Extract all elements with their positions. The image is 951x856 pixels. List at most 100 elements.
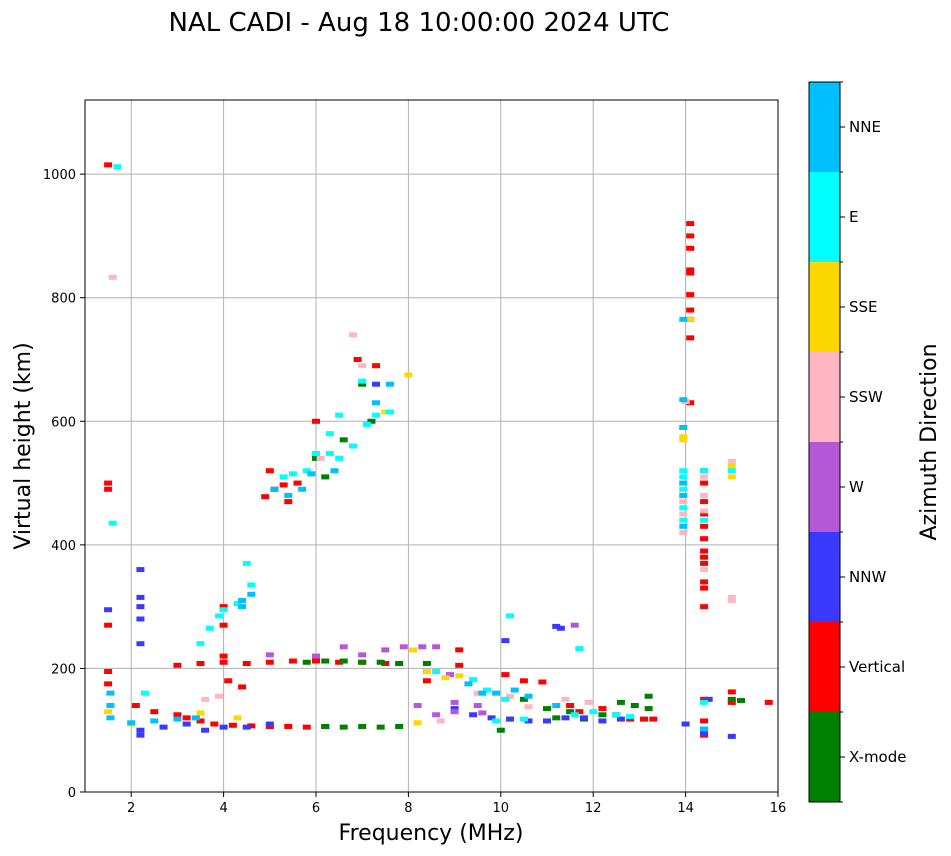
data-point	[196, 718, 205, 724]
data-point	[679, 474, 688, 480]
colorbar-swatch-nnw	[809, 532, 840, 622]
data-point	[104, 709, 113, 715]
data-point	[422, 669, 431, 675]
data-point	[700, 585, 709, 591]
data-point	[686, 233, 695, 239]
data-point	[191, 715, 200, 721]
data-point	[385, 409, 394, 415]
data-point	[136, 604, 145, 610]
data-point	[700, 567, 709, 573]
data-point	[700, 699, 709, 705]
x-tick-label: 8	[404, 801, 412, 816]
data-point	[727, 696, 736, 702]
data-point	[173, 662, 182, 668]
data-point	[737, 698, 746, 704]
data-point	[261, 494, 270, 500]
data-point	[644, 706, 653, 712]
data-point	[418, 644, 427, 650]
data-point	[566, 709, 575, 715]
data-point	[649, 716, 658, 722]
data-point	[700, 536, 709, 542]
data-point	[228, 722, 237, 728]
data-point	[679, 486, 688, 492]
data-point	[312, 653, 320, 659]
data-point	[104, 486, 113, 492]
data-point	[302, 659, 311, 665]
data-point	[700, 696, 709, 702]
y-axis: 0 200 400 600 800 1000	[43, 168, 85, 801]
data-point	[700, 480, 709, 486]
data-point	[348, 443, 357, 449]
data-point	[242, 724, 251, 730]
data-point	[679, 468, 688, 474]
data-point	[679, 492, 688, 498]
colorbar: X-mode Vertical NNW W SSW SSE E NNE	[809, 81, 906, 803]
data-point	[700, 730, 709, 736]
data-point	[104, 681, 113, 687]
data-point	[316, 455, 325, 461]
colorbar-swatch-x-mode	[809, 712, 840, 802]
data-point	[700, 718, 709, 724]
data-point	[173, 712, 182, 718]
plot-frame	[84, 99, 779, 793]
data-point	[302, 724, 311, 730]
data-point	[469, 677, 478, 683]
data-point	[136, 727, 145, 733]
data-point	[686, 307, 695, 313]
data-point	[312, 455, 320, 461]
data-point	[686, 292, 695, 298]
data-point	[496, 727, 505, 733]
data-point	[589, 709, 598, 715]
data-point	[381, 660, 390, 666]
data-point	[679, 523, 688, 529]
data-point	[247, 591, 256, 597]
data-point	[570, 712, 579, 718]
data-point	[422, 678, 431, 684]
data-point	[265, 721, 274, 727]
data-point	[441, 675, 450, 681]
y-axis-label: Virtual height (km)	[11, 342, 36, 549]
data-point	[131, 703, 140, 708]
data-point	[321, 658, 330, 664]
colorbar-tick-label: SSE	[849, 298, 878, 316]
data-point	[506, 716, 515, 722]
data-point	[339, 644, 348, 650]
series-w	[265, 622, 579, 718]
data-point	[214, 693, 223, 699]
data-point	[312, 450, 320, 456]
data-point	[339, 724, 348, 730]
x-tick-label: 10	[493, 801, 510, 816]
data-point	[136, 567, 145, 573]
data-point	[409, 647, 418, 653]
data-point	[492, 690, 501, 696]
data-point	[679, 316, 688, 322]
data-point	[108, 274, 117, 280]
data-point	[335, 412, 344, 418]
data-point	[679, 505, 688, 511]
data-point	[464, 681, 473, 687]
data-point	[686, 270, 695, 276]
data-point	[432, 712, 441, 718]
data-point	[644, 693, 653, 699]
data-point	[288, 471, 297, 477]
data-point	[612, 712, 621, 718]
data-points	[104, 162, 773, 739]
y-tick-label: 600	[51, 415, 76, 430]
data-point	[727, 689, 736, 695]
data-point	[686, 335, 695, 341]
data-point	[764, 699, 773, 705]
data-point	[104, 480, 113, 486]
data-point	[455, 673, 464, 679]
data-point	[598, 706, 607, 712]
data-point	[339, 658, 348, 664]
data-point	[506, 693, 515, 699]
data-point	[210, 721, 219, 727]
data-point	[136, 594, 145, 600]
series-vertical	[104, 162, 773, 738]
data-point	[700, 726, 709, 732]
colorbar-tick-label: X-mode	[849, 748, 906, 766]
data-point	[395, 660, 404, 666]
data-point	[219, 622, 228, 628]
data-point	[348, 332, 357, 338]
